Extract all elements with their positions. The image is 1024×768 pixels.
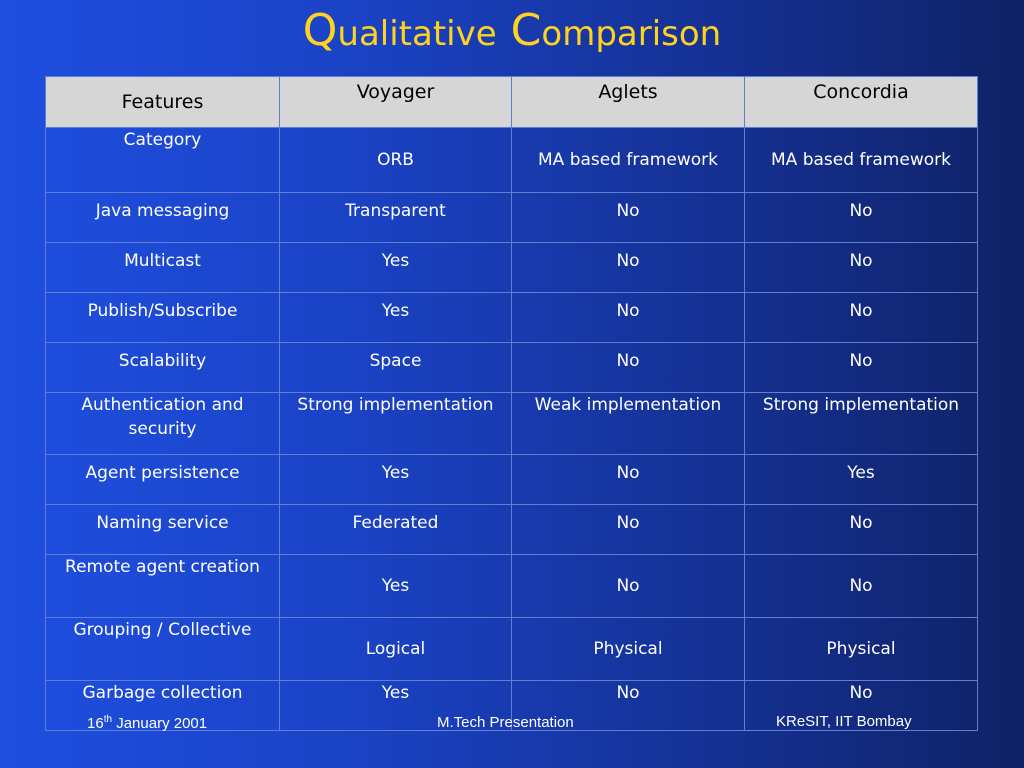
feature-cell: Remote agent creation (45, 554, 280, 618)
table-row: Remote agent creation Yes No No (45, 554, 978, 618)
table-row: Scalability Space No No (45, 342, 978, 393)
voyager-cell: ORB (279, 127, 512, 193)
feature-cell: Multicast (45, 242, 280, 293)
feature-cell: Authentication and security (45, 392, 280, 455)
feature-cell: Agent persistence (45, 454, 280, 505)
aglets-cell: No (511, 504, 745, 555)
concordia-cell: No (744, 192, 978, 243)
aglets-cell: No (511, 342, 745, 393)
concordia-cell: No (744, 680, 978, 731)
voyager-cell: Transparent (279, 192, 512, 243)
concordia-cell: No (744, 342, 978, 393)
aglets-cell: Physical (511, 617, 745, 681)
voyager-cell: Space (279, 342, 512, 393)
aglets-cell: No (511, 242, 745, 293)
aglets-cell: No (511, 554, 745, 618)
concordia-cell: No (744, 504, 978, 555)
title-word-comparison: omparison (541, 14, 722, 54)
voyager-cell: Yes (279, 554, 512, 618)
concordia-cell: No (744, 292, 978, 343)
title-initial-c: C (510, 5, 542, 56)
footer-date: 16th January 2001 (87, 714, 208, 732)
aglets-cell: No (511, 292, 745, 343)
feature-cell: Category (45, 127, 280, 193)
table-row: Multicast Yes No No (45, 242, 978, 293)
voyager-cell: Strong implementation (279, 392, 512, 455)
concordia-cell: Strong implementation (744, 392, 978, 455)
voyager-cell: Yes (279, 454, 512, 505)
voyager-cell: Logical (279, 617, 512, 681)
voyager-cell: Yes (279, 680, 512, 731)
concordia-cell: MA based framework (744, 127, 978, 193)
header-aglets: Aglets (511, 76, 745, 128)
header-features: Features (45, 76, 280, 128)
table-row: Publish/Subscribe Yes No No (45, 292, 978, 343)
table-row: Grouping / Collective Logical Physical P… (45, 617, 978, 681)
table-row: Category ORB MA based framework MA based… (45, 127, 978, 193)
aglets-cell: No (511, 192, 745, 243)
table-header-row: Features Voyager Aglets Concordia (45, 76, 978, 128)
comparison-table: Features Voyager Aglets Concordia Catego… (45, 76, 978, 731)
concordia-cell: No (744, 242, 978, 293)
title-word-qualitative: ualitative (337, 14, 497, 54)
title-initial-q: Q (302, 5, 338, 56)
feature-cell: Scalability (45, 342, 280, 393)
feature-cell: Publish/Subscribe (45, 292, 280, 343)
concordia-cell: Physical (744, 617, 978, 681)
footer-institution: KReSIT, IIT Bombay (776, 713, 912, 730)
header-concordia: Concordia (744, 76, 978, 128)
table-row: Agent persistence Yes No Yes (45, 454, 978, 505)
table-row: Garbage collection Yes No No (45, 680, 978, 731)
header-voyager: Voyager (279, 76, 512, 128)
table-row: Naming service Federated No No (45, 504, 978, 555)
voyager-cell: Yes (279, 292, 512, 343)
footer-center-text: M.Tech Presentation (437, 714, 574, 731)
aglets-cell: Weak implementation (511, 392, 745, 455)
aglets-cell: No (511, 454, 745, 505)
slide-title: Qualitative Comparison (0, 0, 1024, 70)
feature-cell: Naming service (45, 504, 280, 555)
feature-cell: Garbage collection (45, 680, 280, 731)
voyager-cell: Federated (279, 504, 512, 555)
voyager-cell: Yes (279, 242, 512, 293)
concordia-cell: Yes (744, 454, 978, 505)
table-row: Authentication and security Strong imple… (45, 392, 978, 455)
feature-cell: Java messaging (45, 192, 280, 243)
aglets-cell: MA based framework (511, 127, 745, 193)
concordia-cell: No (744, 554, 978, 618)
feature-cell: Grouping / Collective (45, 617, 280, 681)
table-row: Java messaging Transparent No No (45, 192, 978, 243)
